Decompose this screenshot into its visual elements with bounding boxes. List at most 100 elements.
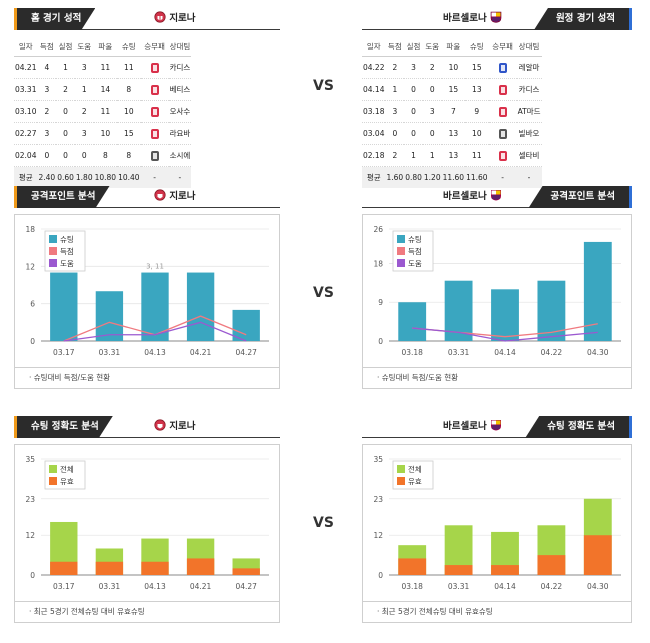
shots-bar (491, 289, 519, 341)
on-target-bar (186, 558, 215, 575)
table-cell: 카디스 (516, 78, 542, 101)
away-attack-chart-box: 0 9 18 26 03.18 03.31 04.14 04.22 04.30 슈팅 득점 도움 (362, 214, 632, 368)
column-header: 일자 (14, 36, 38, 57)
legend-swatch (49, 259, 57, 267)
away-team-label: 바르셀로나 (443, 186, 502, 208)
table-row: 04.21 4 1 3 11 11 카디스 (14, 56, 192, 79)
column-header: 도움 (74, 36, 94, 57)
x-tick-label: 03.31 (448, 348, 470, 357)
table-cell: 4 (37, 56, 57, 79)
table-cell: 11 (465, 144, 489, 167)
shots-bar (232, 309, 260, 341)
home-attack-chart: 0 6 12 18 03.17 03.31 04.13 04.21 04.27 3, 11 슈팅득점… (25, 225, 269, 357)
loss-badge-icon (498, 62, 507, 73)
home-record-body: 04.21 4 1 3 11 11 카디스 03.31 3 2 1 14 8 베티스 03.10 2 0 2 11 1… (14, 56, 192, 188)
column-header: 일자 (362, 36, 386, 57)
home-accuracy-title: 슈팅 정확도 분석 (14, 416, 113, 438)
y-tick-label: 6 (30, 300, 35, 309)
barcelona-crest-icon (490, 11, 502, 23)
column-header: 승무패 (488, 36, 517, 57)
result-cell (488, 78, 517, 101)
table-cell: 02.04 (14, 144, 38, 167)
table-cell: 8 (117, 144, 141, 167)
home-team-label: 지로나 (154, 186, 196, 208)
home-accuracy-panel: 슈팅 정확도 분석 지로나 0 12 23 35 03.17 03.31 04.13 04.2… (14, 416, 280, 628)
average-row: 평균 2.40 0.60 1.80 10.80 10.40- - (14, 166, 192, 188)
assists-line (63, 321, 247, 342)
x-tick-label: 04.22 (541, 348, 563, 357)
win-badge-icon (150, 128, 159, 139)
table-cell: 10 (93, 122, 118, 145)
table-cell: 03.10 (14, 100, 38, 123)
home-team-name: 지로나 (169, 13, 196, 24)
table-cell: 3 (74, 122, 94, 145)
table-cell: 0 (422, 78, 442, 101)
table-row: 03.04 0 0 0 13 10 빌바오 (362, 122, 542, 145)
table-cell: 1 (422, 144, 442, 167)
table-cell: 03.04 (362, 122, 386, 145)
on-target-bar (95, 561, 124, 575)
y-tick-label: 26 (373, 225, 383, 234)
away-record-header: 바르셀로나 원정 경기 성적 (362, 8, 632, 30)
barcelona-crest-icon (491, 190, 501, 201)
win-badge-icon (150, 84, 159, 95)
legend-label: 유효 (60, 477, 74, 486)
x-tick-label: 03.18 (401, 348, 423, 357)
y-tick-label: 0 (30, 571, 35, 580)
vs-label-3: VS (313, 515, 334, 531)
column-header: 득점 (385, 36, 405, 57)
x-tick-label: 03.31 (99, 582, 121, 591)
x-tick-label: 04.30 (587, 348, 609, 357)
shots-bar (95, 291, 124, 341)
legend-label: 슈팅 (408, 234, 422, 244)
column-header: 파울 (93, 36, 118, 57)
table-cell: 0 (404, 78, 423, 101)
table-cell: 베티스 (168, 78, 192, 101)
away-team-label: 바르셀로나 (443, 416, 502, 438)
table-cell: 평균 (362, 166, 386, 188)
table-cell: 0.80 (404, 166, 423, 188)
table-cell: 03.31 (14, 78, 38, 101)
table-cell: 1 (56, 56, 75, 79)
away-record-table: 일자 득점 실점 도움 파울 슈팅 승무패 상대팀 04.22 2 3 2 10 15 레알마 04.14 1… (362, 36, 542, 188)
home-team-name: 지로나 (169, 191, 196, 202)
table-cell: 02.18 (362, 144, 386, 167)
table-cell: 04.14 (362, 78, 386, 101)
table-cell: 10.40 (117, 166, 141, 188)
away-record-panel: 바르셀로나 원정 경기 성적 일자 득점 실점 도움 파울 슈팅 승무패 상대팀 04.22 2… (362, 8, 632, 188)
on-target-bar (141, 561, 169, 575)
home-accuracy-chart-box: 0 12 23 35 03.17 03.31 04.13 04.21 04.27 전체 유효 (14, 444, 280, 602)
x-tick-label: 04.22 (541, 582, 563, 591)
table-row: 04.14 1 0 0 15 13 카디스 (362, 78, 542, 101)
table-cell: 레알마 (516, 56, 542, 79)
table-cell: 0 (56, 144, 75, 167)
table-cell: 0 (74, 144, 94, 167)
table-cell: 8 (117, 78, 141, 101)
x-tick-label: 04.13 (144, 582, 166, 591)
girona-crest-icon (154, 189, 166, 201)
table-cell: 10 (117, 100, 141, 123)
win-badge-icon (150, 62, 159, 73)
table-cell: 04.21 (14, 56, 38, 79)
on-target-bar (444, 565, 473, 575)
table-cell: 11 (93, 100, 118, 123)
table-cell: 1 (74, 78, 94, 101)
away-accuracy-title: 슈팅 정확도 분석 (525, 416, 632, 438)
away-accuracy-caption: · 최근 5경기 전체슈팅 대비 유효슈팅 (362, 601, 632, 623)
y-tick-label: 23 (25, 495, 35, 504)
shots-bar (398, 302, 427, 341)
data-label: 3, 11 (146, 263, 164, 271)
table-cell: - (140, 166, 169, 188)
column-header: 파울 (441, 36, 466, 57)
y-tick-label: 12 (25, 531, 35, 540)
legend-label: 득점 (408, 246, 422, 256)
away-attack-caption: · 슈팅대비 득점/도움 현황 (362, 367, 632, 389)
legend-label: 도움 (408, 259, 422, 268)
girona-crest-icon (154, 419, 166, 431)
header-divider (14, 29, 280, 30)
table-cell: 0 (404, 122, 423, 145)
table-cell: 오사수 (168, 100, 192, 123)
assists-line (412, 327, 598, 342)
